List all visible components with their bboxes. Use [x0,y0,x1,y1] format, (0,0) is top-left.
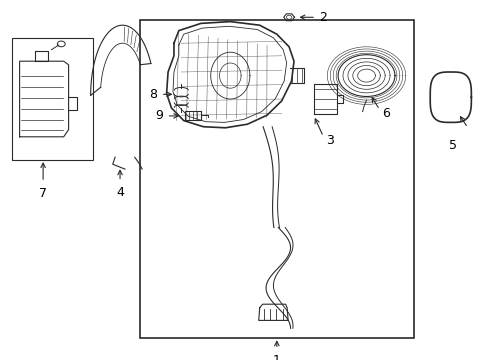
Bar [140,20,414,338]
Text: 2: 2 [319,11,327,24]
Text: 4: 4 [116,186,124,199]
Text: 9: 9 [155,109,163,122]
Text: 6: 6 [382,107,390,120]
Text: 3: 3 [326,134,334,147]
Text: 7: 7 [39,187,47,200]
Text: 5: 5 [449,139,457,152]
Text: 8: 8 [149,88,157,101]
Text: 1: 1 [273,354,281,360]
Bar [12,38,93,160]
